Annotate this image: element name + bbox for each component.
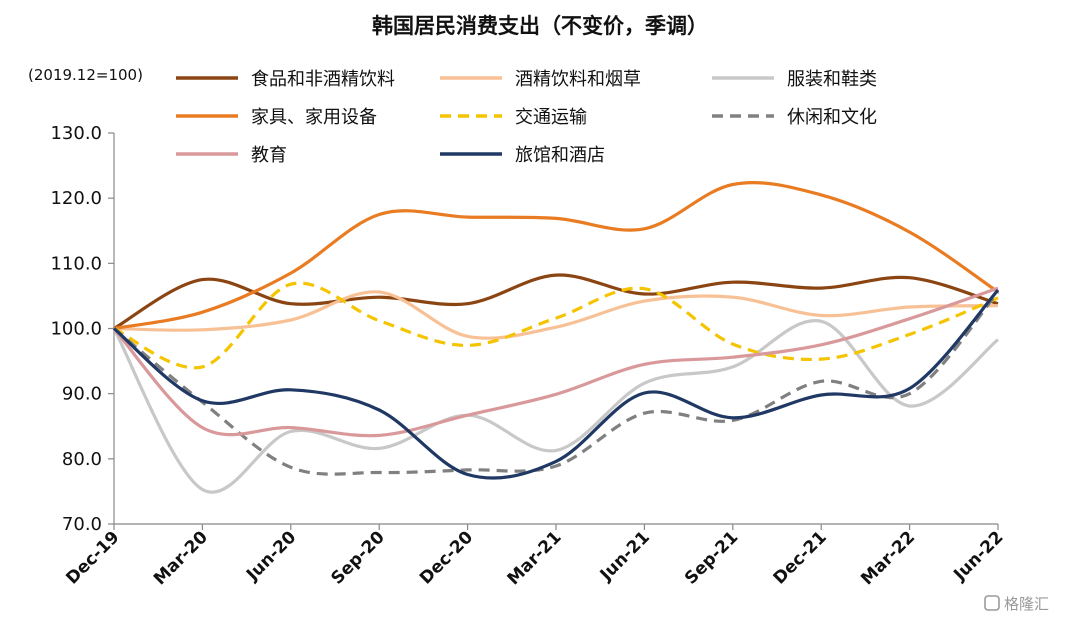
y-tick-label: 120.0 [50,188,102,209]
series-line-4 [113,281,999,370]
series-line-5 [112,290,1000,476]
series-line-7 [112,289,1000,480]
legend-label: 休闲和文化 [787,107,877,128]
x-axis: Dec-19 Mar-20 Jun-20 Sep-20 Dec-20 Mar-21 Jun-… [62,523,1008,589]
legend-label: 教育 [251,145,287,166]
y-tick-label: 100.0 [50,319,102,340]
x-tick-label: Jun-20 [242,527,300,585]
y-tick-label: 90.0 [62,384,102,405]
x-tick-label: Sep-20 [327,527,388,588]
series-line-0 [113,273,999,330]
legend-label: 家具、家用设备 [251,107,377,128]
legend-label: 食品和非酒精饮料 [251,69,395,90]
x-tick-label: Sep-21 [681,527,742,588]
x-tick-label: Dec-19 [62,527,123,588]
legend-label: 交通运输 [515,107,587,128]
watermark: 格隆汇 [984,595,1049,613]
plot-area [112,181,1000,494]
legend-label: 旅馆和酒店 [515,145,605,166]
watermark-logo-icon [984,595,1000,611]
legend-label: 服装和鞋类 [787,69,877,90]
y-axis: 70.0 80.0 90.0 100.0 110.0 120.0 130.0 [50,123,115,535]
y-tick-label: 70.0 [62,514,102,535]
legend-label: 酒精饮料和烟草 [515,69,641,90]
x-tick-label: Dec-20 [416,527,477,588]
chart-title: 韩国居民消费支出（不变价，季调） [372,14,708,38]
watermark-text: 格隆汇 [1004,595,1049,613]
y-tick-label: 110.0 [50,253,102,274]
series-line-3 [113,181,999,331]
x-tick-label: Mar-22 [857,527,919,589]
x-tick-label: Dec-21 [770,527,831,588]
x-tick-label: Mar-20 [150,527,212,589]
x-tick-label: Jun-22 [949,527,1007,585]
base-period-note: (2019.12=100) [28,66,143,84]
series-line-6 [112,286,999,438]
x-tick-label: Jun-21 [596,527,654,585]
x-tick-label: Mar-21 [504,527,566,589]
y-tick-label: 80.0 [62,449,102,470]
y-tick-label: 130.0 [50,123,102,144]
series-line-1 [113,290,999,340]
